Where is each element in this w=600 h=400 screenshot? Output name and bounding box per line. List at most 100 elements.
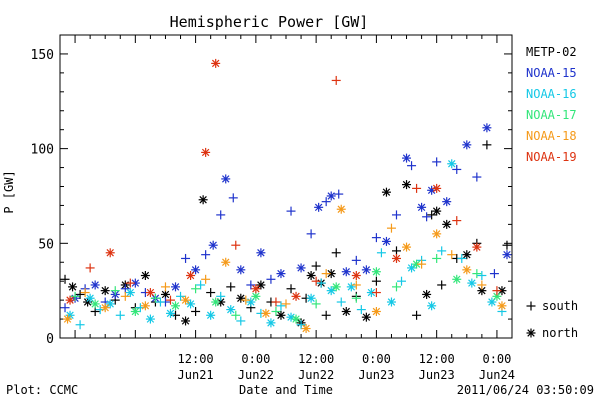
north-point: [327, 191, 336, 200]
north-point: [276, 311, 285, 320]
south-point: [236, 316, 245, 325]
north-point: [166, 309, 175, 318]
chart-title: Hemispheric Power [GW]: [170, 13, 369, 31]
south-point: [216, 210, 225, 219]
south-point: [372, 233, 381, 242]
north-point: [211, 298, 220, 307]
north-point: [66, 296, 75, 305]
north-point: [407, 263, 416, 272]
south-point: [176, 292, 185, 301]
south-point: [472, 173, 481, 182]
legend: METP-02 NOAA-15 NOAA-16 NOAA-17 NOAA-18 NOAA-…: [526, 45, 578, 340]
north-point: [63, 315, 72, 324]
legend-noaa-15: NOAA-15: [526, 66, 577, 80]
south-point: [276, 301, 285, 310]
north-point: [362, 265, 371, 274]
y-tick-label: 0: [46, 332, 54, 347]
x-tick-date-label: Jun24: [479, 368, 515, 382]
y-axis-label: P [GW]: [2, 170, 16, 213]
south-point: [352, 294, 361, 303]
north-point: [131, 307, 140, 316]
south-point: [472, 269, 481, 278]
north-point: [186, 271, 195, 280]
south-point: [229, 193, 238, 202]
south-point: [332, 248, 341, 257]
north-point: [221, 258, 230, 267]
legend-noaa-18: NOAA-18: [526, 129, 577, 143]
north-point: [332, 282, 341, 291]
x-tick-date-label: Jun22: [298, 368, 334, 382]
x-tick-date-label: Jun23: [419, 368, 455, 382]
south-point: [387, 224, 396, 233]
south-point: [266, 275, 275, 284]
north-point: [186, 299, 195, 308]
south-point: [432, 157, 441, 166]
north-point: [314, 203, 323, 212]
north-point: [432, 229, 441, 238]
south-point: [86, 263, 95, 272]
south-point: [422, 212, 431, 221]
south-point: [322, 311, 331, 320]
north-point: [236, 265, 245, 274]
south-point: [337, 298, 346, 307]
north-point: [181, 316, 190, 325]
north-point: [362, 313, 371, 322]
north-point: [347, 282, 356, 291]
north-point: [171, 282, 180, 291]
north-point: [141, 301, 150, 310]
north-point: [302, 324, 311, 333]
north-point: [422, 290, 431, 299]
north-point: [497, 301, 506, 310]
north-point: [146, 288, 155, 297]
north-point: [442, 197, 451, 206]
south-point: [437, 280, 446, 289]
y-tick-label: 150: [31, 48, 54, 63]
legend-noaa-17: NOAA-17: [526, 108, 577, 122]
north-point: [91, 299, 100, 308]
north-point: [372, 307, 381, 316]
north-point: [141, 271, 150, 280]
legend-north-symbol: [527, 329, 536, 338]
north-point: [211, 59, 220, 68]
north-point: [342, 267, 351, 276]
north-point: [171, 301, 180, 310]
south-point: [76, 320, 85, 329]
south-point: [490, 269, 499, 278]
north-point: [462, 250, 471, 259]
north-point: [261, 309, 270, 318]
south-point: [287, 284, 296, 293]
north-point: [256, 280, 265, 289]
north-point: [337, 205, 346, 214]
north-point: [402, 154, 411, 163]
south-point: [201, 250, 210, 259]
x-axis: 12:00Jun210:00Jun2212:00Jun220:00Jun2312…: [60, 35, 515, 382]
north-point: [427, 301, 436, 310]
south-point: [191, 307, 200, 316]
south-point: [61, 303, 70, 312]
x-axis-label: Date and Time: [239, 383, 333, 397]
legend-noaa-19: NOAA-19: [526, 150, 577, 164]
north-point: [181, 296, 190, 305]
south-point: [407, 161, 416, 170]
north-point: [382, 237, 391, 246]
south-point: [457, 254, 466, 263]
south-point: [332, 76, 341, 85]
south-point: [76, 290, 85, 299]
north-point: [292, 292, 301, 301]
series-noaa-17: [71, 254, 502, 324]
series-metp-02: [61, 140, 512, 327]
legend-south-label: south: [542, 299, 578, 313]
south-point: [271, 307, 280, 316]
south-point: [71, 292, 80, 301]
south-point: [372, 288, 381, 297]
x-tick-date-label: Jun23: [358, 368, 394, 382]
north-point: [472, 243, 481, 252]
series-noaa-18: [63, 205, 506, 333]
north-point: [352, 271, 361, 280]
north-point: [292, 315, 301, 324]
north-point: [462, 265, 471, 274]
south-point: [477, 271, 486, 280]
north-point: [307, 271, 316, 280]
north-point: [447, 159, 456, 168]
x-tick-time-label: 0:00: [241, 352, 270, 366]
